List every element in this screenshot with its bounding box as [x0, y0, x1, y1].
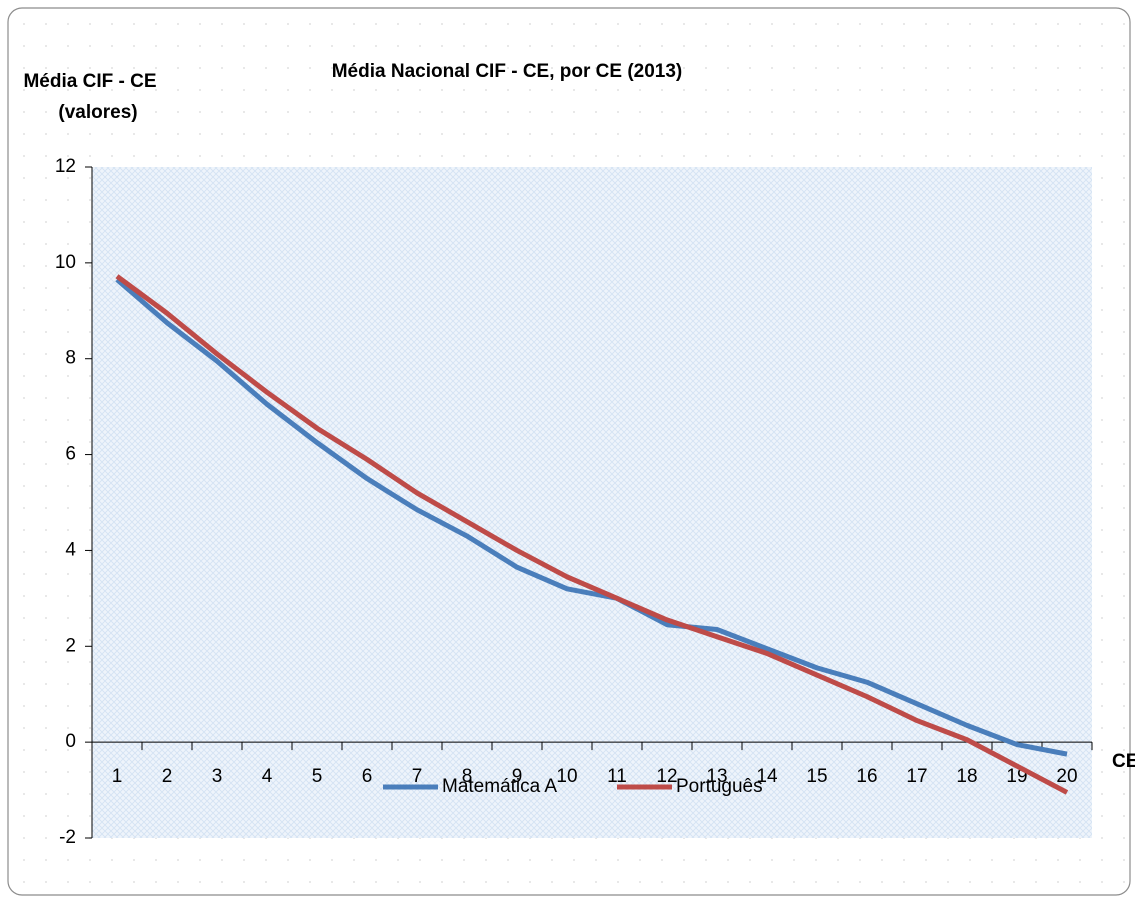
y-tick-label: 12	[55, 156, 76, 177]
series-line	[115, 277, 1068, 757]
x-tick-label: 3	[212, 766, 223, 787]
y-axis-label: (valores)	[58, 102, 137, 123]
x-tick-label: 8	[462, 766, 473, 787]
plot-area	[92, 167, 1092, 838]
legend-label: Matemática A	[442, 776, 557, 797]
y-tick-label: 10	[55, 252, 76, 273]
y-tick-label: 0	[65, 731, 76, 752]
x-tick-label: 13	[706, 766, 727, 787]
legend-label: Português	[676, 776, 763, 797]
series-line	[115, 274, 1069, 795]
y-tick-label: 8	[65, 348, 76, 369]
x-axis-label: CE	[1112, 751, 1135, 772]
x-tick-label: 12	[656, 766, 677, 787]
x-tick-label: 5	[312, 766, 323, 787]
y-tick-label: 4	[65, 539, 76, 560]
y-tick-label: 2	[65, 635, 76, 656]
x-tick-label: 17	[906, 766, 927, 787]
x-tick-label: 14	[756, 766, 778, 787]
x-tick-label: 7	[412, 766, 423, 787]
x-tick-label: 6	[362, 766, 373, 787]
x-tick-label: 20	[1056, 766, 1077, 787]
x-tick-label: 2	[162, 766, 173, 787]
y-tick-label: 6	[65, 444, 76, 465]
chart-title: Média Nacional CIF - CE, por CE (2013)	[332, 61, 683, 82]
x-tick-label: 15	[806, 766, 827, 787]
x-tick-label: 4	[262, 766, 273, 787]
x-tick-label: 16	[856, 766, 877, 787]
x-tick-label: 11	[607, 766, 627, 787]
x-tick-label: 18	[956, 766, 977, 787]
x-tick-label: 1	[112, 766, 123, 787]
y-tick-label: -2	[59, 827, 76, 848]
x-tick-label: 10	[556, 766, 577, 787]
x-tick-label: 9	[512, 766, 523, 787]
y-axis-label: Média CIF - CE	[23, 71, 156, 92]
